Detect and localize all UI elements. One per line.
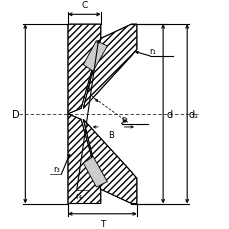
Text: d₁: d₁ xyxy=(188,109,198,119)
Text: d: d xyxy=(166,109,172,119)
Polygon shape xyxy=(68,25,100,114)
Polygon shape xyxy=(83,157,107,187)
Text: T: T xyxy=(99,219,105,228)
Polygon shape xyxy=(83,120,136,204)
Text: a: a xyxy=(85,84,90,93)
Text: B: B xyxy=(108,131,114,140)
Text: r₃: r₃ xyxy=(53,164,60,173)
Text: r₁: r₁ xyxy=(148,46,155,55)
Text: D: D xyxy=(12,109,19,119)
Polygon shape xyxy=(83,25,136,109)
Text: r₂: r₂ xyxy=(121,114,128,123)
Polygon shape xyxy=(83,41,107,72)
Polygon shape xyxy=(68,114,100,204)
Text: C: C xyxy=(81,1,87,10)
Text: r₄: r₄ xyxy=(75,192,82,201)
